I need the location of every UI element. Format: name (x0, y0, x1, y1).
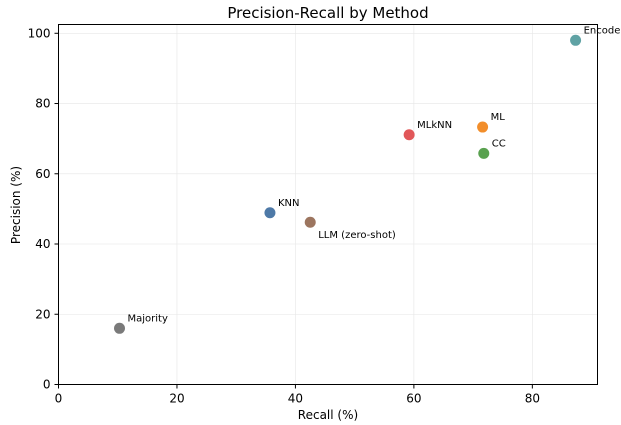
x-tick-label: 60 (406, 392, 421, 406)
point-label-encoder: Encoder (584, 25, 621, 36)
x-axis-label: Recall (%) (298, 408, 358, 422)
point-llm-zero-shot (304, 216, 316, 228)
y-tick-label: 0 (43, 378, 51, 392)
x-tick-label: 0 (55, 392, 63, 406)
point-label-knn: KNN (278, 198, 300, 209)
point-knn (264, 207, 276, 219)
y-tick-label: 20 (35, 307, 50, 321)
y-axis-label: Precision (%) (9, 166, 23, 244)
y-tick-label: 80 (35, 97, 50, 111)
point-label-mlknn: MLkNN (417, 120, 452, 131)
x-tick-label: 40 (288, 392, 303, 406)
point-label-llm-zero-shot: LLM (zero-shot) (318, 230, 396, 241)
point-cc (478, 147, 490, 159)
chart-title: Precision-Recall by Method (227, 4, 428, 22)
point-labels: Encoder ML MLkNN CC KNN LLM (zero-shot) Majori… (128, 25, 621, 324)
point-label-majority: Majority (128, 313, 168, 324)
plot-frame (58, 24, 598, 385)
grid-lines (58, 24, 598, 385)
y-tick-label: 60 (35, 167, 50, 181)
point-encoder (570, 34, 582, 46)
y-axis: 0 20 40 60 80 100 (28, 26, 59, 392)
y-tick-label: 100 (28, 26, 51, 40)
point-majority (114, 322, 126, 334)
x-tick-label: 20 (169, 392, 184, 406)
point-mlknn (403, 129, 415, 141)
point-label-cc: CC (492, 138, 506, 149)
point-label-ml: ML (491, 112, 506, 123)
point-ml (477, 121, 489, 133)
x-axis: 0 20 40 60 80 (55, 384, 540, 406)
y-tick-label: 40 (35, 237, 50, 251)
x-tick-label: 80 (525, 392, 540, 406)
data-points (114, 34, 582, 334)
